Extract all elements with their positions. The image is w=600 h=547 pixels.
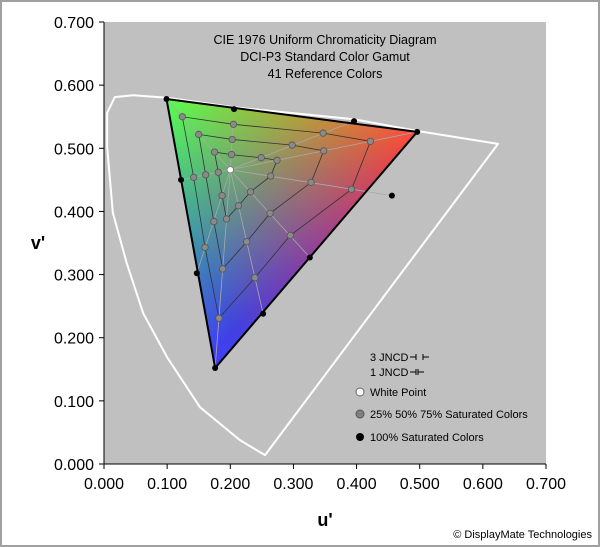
partial-saturation-point (201, 243, 209, 252)
y-tick-label: 0.100 (54, 394, 94, 411)
plot-area (104, 22, 546, 464)
partial-saturation-point (266, 209, 274, 217)
x-tick-label: 0.600 (463, 476, 503, 493)
partial-saturation-point (366, 137, 375, 145)
gamut-outline (165, 97, 420, 371)
partial-saturation-point (202, 171, 210, 179)
full-saturation-point (212, 365, 219, 372)
y-tick-label: 0.700 (54, 15, 94, 32)
partial-saturation-point (234, 202, 243, 210)
partial-saturation-point (215, 314, 223, 322)
x-tick-label: 0.200 (210, 476, 250, 493)
full-saturation-point (163, 96, 170, 103)
x-tick-label: 0.000 (84, 476, 124, 493)
legend-full-icon (356, 433, 364, 441)
jncd3-marker-icon (410, 354, 429, 360)
x-axis-label: u' (317, 510, 332, 530)
y-axis-label: v' (31, 233, 45, 253)
partial-saturation-point (190, 173, 198, 181)
partial-saturation-point (219, 265, 227, 273)
partial-saturation-point (257, 154, 265, 162)
y-tick-label: 0.300 (54, 268, 94, 285)
chart-title-line-2: DCI-P3 Standard Color Gamut (240, 50, 410, 64)
y-tick-label: 0.600 (54, 78, 94, 95)
full-saturation-point (193, 270, 200, 277)
spectral-locus (106, 94, 500, 457)
legend-partial-icon (355, 409, 365, 419)
partial-saturation-point (288, 141, 296, 149)
partial-saturation-point (243, 238, 251, 246)
partial-saturation-point (218, 192, 226, 200)
full-saturation-point (231, 106, 238, 113)
partial-saturation-point (178, 113, 186, 121)
partial-saturation-point (214, 168, 222, 176)
copyright: © DisplayMate Technologies (453, 529, 592, 541)
partial-saturation-point (320, 147, 328, 155)
full-saturation-point (351, 118, 358, 125)
y-tick-label: 0.400 (54, 204, 94, 221)
partial-saturation-point (347, 185, 356, 193)
jncd1-marker-icon (410, 369, 424, 375)
legend-full: 100% Saturated Colors (370, 432, 484, 444)
legend-white-point-icon (355, 387, 365, 397)
legend-white-point: White Point (370, 387, 426, 399)
legend-1jncd: 1 JNCD (370, 367, 409, 379)
partial-saturation-point (210, 148, 219, 156)
full-saturation-point (260, 310, 267, 317)
full-saturation-point (306, 254, 313, 261)
partial-saturation-point (267, 172, 275, 180)
y-tick-label: 0.200 (54, 331, 94, 348)
x-tick-label: 0.400 (337, 476, 377, 493)
chart-title-line-3: 41 Reference Colors (268, 67, 383, 81)
partial-saturation-point (227, 151, 236, 159)
partial-saturation-point (307, 178, 315, 186)
y-tick-label: 0.000 (54, 457, 94, 474)
y-tick-label: 0.500 (54, 141, 94, 158)
full-saturation-point (414, 128, 421, 135)
chart-marks (163, 96, 421, 372)
partial-saturation-point (210, 217, 218, 226)
x-tick-label: 0.700 (526, 476, 566, 493)
legend-3jncd: 3 JNCD (370, 352, 409, 364)
white-point (226, 166, 234, 174)
partial-saturation-point (246, 188, 255, 196)
axes: 0.000 0.100 0.200 0.300 0.400 0.500 0.600 0.700… (54, 15, 566, 493)
legend: 3 JNCD 1 JNCD White Point 25% 50% 75% Sa… (355, 352, 528, 444)
partial-saturation-point (195, 130, 203, 138)
full-saturation-point (388, 192, 395, 199)
chart-title-line-1: CIE 1976 Uniform Chromaticity Diagram (214, 33, 437, 47)
x-tick-label: 0.100 (147, 476, 187, 493)
x-tick-label: 0.500 (400, 476, 440, 493)
partial-saturation-point (229, 120, 238, 128)
partial-saturation-point (251, 274, 259, 282)
legend-partial: 25% 50% 75% Saturated Colors (370, 409, 528, 421)
full-saturation-point (178, 176, 185, 183)
x-tick-label: 0.300 (273, 476, 313, 493)
partial-saturation-point (273, 156, 281, 164)
partial-saturation-point (286, 231, 294, 240)
partial-saturation-point (228, 135, 236, 144)
partial-saturation-point (222, 215, 231, 223)
partial-saturation-point (319, 129, 327, 137)
